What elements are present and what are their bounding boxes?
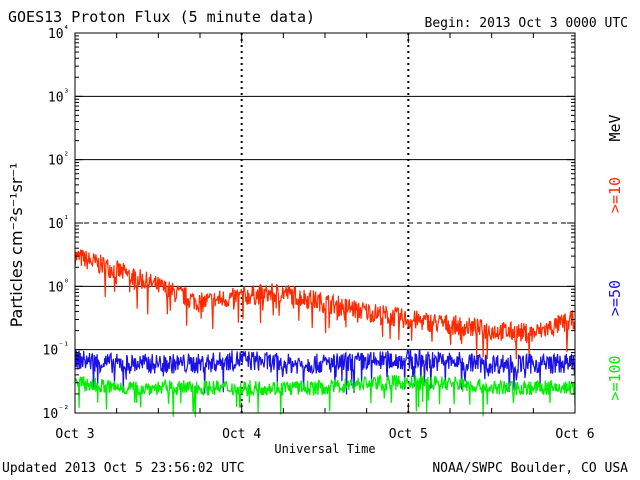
legend-item: >=100 [606, 355, 624, 400]
legend-item: >=50 [606, 280, 624, 316]
x-tick-labels: Oct 3 Oct 4 Oct 5 Oct 6 [55, 427, 594, 442]
legend-item: >=10 [606, 177, 624, 213]
chart-title: GOES13 Proton Flux (5 minute data) [8, 8, 316, 26]
series-line-ge50 [74, 349, 576, 395]
legend-unit: MeV [606, 114, 624, 141]
y-tick-label: 10⁻² [43, 405, 70, 422]
y-tick-label: 10⁰ [48, 278, 69, 295]
series-line-ge100 [74, 373, 576, 418]
legend: >=10 >=50 >=100 MeV [606, 114, 624, 400]
y-axis-label: Particles cm⁻²s⁻¹sr⁻¹ [7, 163, 26, 328]
series-layer [74, 249, 576, 418]
x-tick-label: Oct 3 [55, 427, 94, 442]
updated-timestamp: Updated 2013 Oct 5 23:56:02 UTC [2, 461, 245, 476]
x-axis-label: Universal Time [274, 442, 375, 456]
begin-time: Begin: 2013 Oct 3 0000 UTC [424, 16, 629, 31]
y-tick-label: 10⁻¹ [43, 342, 70, 359]
series-line-ge10 [74, 249, 576, 360]
y-tick-labels: 10⁻² 10⁻¹ 10⁰ 10¹ 10² 10³ 10⁴ [43, 25, 70, 422]
y-tick-label: 10⁴ [48, 25, 69, 42]
y-tick-label: 10¹ [48, 215, 69, 232]
axis-ticks [74, 33, 576, 414]
x-tick-label: Oct 5 [389, 427, 428, 442]
y-tick-label: 10² [48, 152, 69, 169]
credit: NOAA/SWPC Boulder, CO USA [432, 461, 628, 476]
x-tick-label: Oct 4 [222, 427, 261, 442]
y-tick-label: 10³ [48, 88, 69, 105]
grid [75, 33, 575, 413]
x-tick-label: Oct 6 [555, 427, 594, 442]
